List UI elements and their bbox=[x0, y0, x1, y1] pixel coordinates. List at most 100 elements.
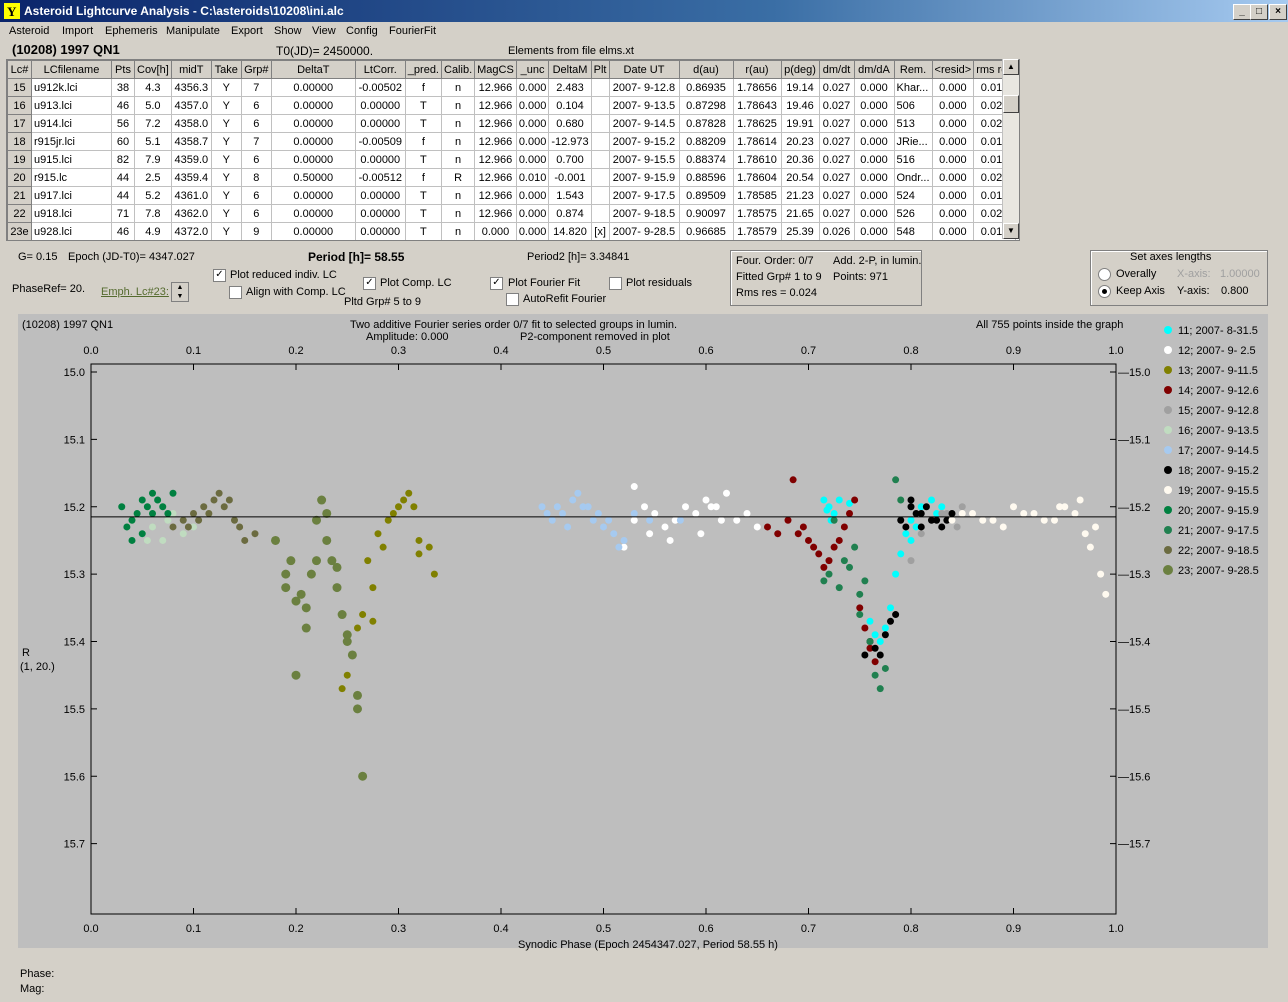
table-cell[interactable]: 2007- 9-13.5 bbox=[608, 96, 680, 115]
table-row[interactable]: 18 r915jr.lci 60 5.1 4358.7 Y 7 0.00000 -0.00509… bbox=[7, 132, 1016, 151]
table-cell[interactable] bbox=[590, 114, 610, 133]
table-cell[interactable]: 21 bbox=[7, 186, 32, 205]
column-header[interactable]: Lc# bbox=[7, 60, 32, 79]
table-cell[interactable]: 7.2 bbox=[134, 114, 172, 133]
table-cell[interactable]: 0.00000 bbox=[354, 204, 406, 223]
table-cell[interactable]: T bbox=[404, 150, 443, 169]
table-cell[interactable]: -0.00509 bbox=[354, 132, 406, 151]
table-cell[interactable]: u915.lci bbox=[31, 150, 112, 169]
table-cell[interactable]: T bbox=[404, 204, 443, 223]
maximize-button[interactable]: □ bbox=[1250, 4, 1268, 20]
table-cell[interactable]: 0.00000 bbox=[354, 150, 406, 169]
plot-panel[interactable]: 0.0 0.0 0.1 0.1 0.2 0.2 0.3 0.3 0.4 0.4 0.5 0.5 0.6 0… bbox=[18, 314, 1268, 951]
column-header[interactable]: DeltaT bbox=[270, 60, 356, 79]
table-cell[interactable] bbox=[590, 186, 610, 205]
table-cell[interactable]: 0.50000 bbox=[270, 168, 356, 187]
table-cell[interactable]: -0.00512 bbox=[354, 168, 406, 187]
table-cell[interactable]: 0.000 bbox=[853, 132, 895, 151]
table-cell[interactable]: 1.78575 bbox=[732, 204, 782, 223]
scroll-thumb[interactable] bbox=[1003, 95, 1019, 113]
menu-ephemeris[interactable]: Ephemeris bbox=[105, 25, 158, 37]
table-cell[interactable] bbox=[590, 132, 610, 151]
table-cell[interactable]: n bbox=[440, 150, 476, 169]
table-cell[interactable]: 2007- 9-15.5 bbox=[608, 150, 680, 169]
table-cell[interactable]: 0.000 bbox=[853, 222, 895, 240]
table-cell[interactable]: n bbox=[440, 204, 476, 223]
table-cell[interactable]: 0.000 bbox=[515, 132, 550, 151]
column-header[interactable]: Date UT bbox=[608, 60, 680, 79]
column-header[interactable]: _pred. bbox=[404, 60, 443, 79]
table-cell[interactable]: -0.00502 bbox=[354, 78, 406, 97]
table-cell[interactable]: -0.001 bbox=[548, 168, 592, 187]
menu-config[interactable]: Config bbox=[346, 25, 378, 37]
table-cell[interactable]: Y bbox=[210, 96, 242, 115]
table-cell[interactable]: 2007- 9-12.8 bbox=[608, 78, 680, 97]
table-cell[interactable] bbox=[590, 204, 610, 223]
table-cell[interactable]: 0.000 bbox=[515, 204, 550, 223]
table-row[interactable]: 20 r915.lc 44 2.5 4359.4 Y 8 0.50000 -0.00512 f R 1… bbox=[7, 168, 1016, 187]
table-cell[interactable]: 1.78614 bbox=[732, 132, 782, 151]
table-cell[interactable]: 2.5 bbox=[134, 168, 172, 187]
table-cell[interactable]: Y bbox=[210, 132, 242, 151]
table-cell[interactable]: 0.89509 bbox=[678, 186, 734, 205]
table-cell[interactable]: Khar... bbox=[893, 78, 933, 97]
table-cell[interactable]: 21.65 bbox=[780, 204, 820, 223]
table-cell[interactable]: 2.483 bbox=[548, 78, 592, 97]
table-cell[interactable]: 2007- 9-17.5 bbox=[608, 186, 680, 205]
table-cell[interactable]: 0.680 bbox=[548, 114, 592, 133]
table-cell[interactable]: u917.lci bbox=[31, 186, 112, 205]
table-cell[interactable]: Ondr... bbox=[893, 168, 933, 187]
table-cell[interactable]: 8 bbox=[240, 168, 272, 187]
table-cell[interactable]: 0.00000 bbox=[354, 114, 406, 133]
table-cell[interactable]: 6 bbox=[240, 204, 272, 223]
autorefit-checkbox[interactable] bbox=[506, 293, 519, 306]
column-header[interactable]: _unc bbox=[515, 60, 550, 79]
table-cell[interactable]: 2007- 9-15.9 bbox=[608, 168, 680, 187]
table-cell[interactable]: 20.23 bbox=[780, 132, 820, 151]
table-cell[interactable]: 4356.3 bbox=[170, 78, 212, 97]
table-cell[interactable]: 0.00000 bbox=[354, 96, 406, 115]
column-header[interactable]: Cov[h] bbox=[134, 60, 172, 79]
table-cell[interactable] bbox=[590, 150, 610, 169]
table-cell[interactable]: 0.027 bbox=[818, 150, 855, 169]
table-cell[interactable]: 0.00000 bbox=[270, 222, 356, 240]
table-cell[interactable]: [x] bbox=[590, 222, 610, 240]
table-cell[interactable]: 0.027 bbox=[818, 78, 855, 97]
close-button[interactable]: × bbox=[1269, 4, 1287, 20]
overally-radio[interactable] bbox=[1098, 268, 1111, 281]
table-cell[interactable]: 0.87828 bbox=[678, 114, 734, 133]
table-cell[interactable]: 0.026 bbox=[818, 222, 855, 240]
table-cell[interactable]: 12.966 bbox=[474, 114, 517, 133]
table-cell[interactable]: 0.88209 bbox=[678, 132, 734, 151]
table-cell[interactable]: 25.39 bbox=[780, 222, 820, 240]
table-cell[interactable]: 2007- 9-18.5 bbox=[608, 204, 680, 223]
table-cell[interactable]: 7 bbox=[240, 132, 272, 151]
menu-manipulate[interactable]: Manipulate bbox=[166, 25, 220, 37]
table-cell[interactable]: u918.lci bbox=[31, 204, 112, 223]
column-header[interactable]: p(deg) bbox=[780, 60, 820, 79]
table-cell[interactable]: 44 bbox=[111, 186, 135, 205]
column-header[interactable]: LtCorr. bbox=[354, 60, 406, 79]
table-cell[interactable]: 0.000 bbox=[853, 96, 895, 115]
menu-view[interactable]: View bbox=[312, 25, 336, 37]
table-cell[interactable]: n bbox=[440, 114, 476, 133]
table-cell[interactable]: 4359.4 bbox=[170, 168, 212, 187]
align-comp-checkbox[interactable] bbox=[229, 286, 242, 299]
table-cell[interactable]: 7.9 bbox=[134, 150, 172, 169]
table-cell[interactable]: 12.966 bbox=[474, 78, 517, 97]
table-cell[interactable]: 20.36 bbox=[780, 150, 820, 169]
column-header[interactable]: Plt bbox=[590, 60, 610, 79]
column-header[interactable]: LCfilename bbox=[31, 60, 112, 79]
table-cell[interactable]: 5.1 bbox=[134, 132, 172, 151]
table-cell[interactable]: 1.78610 bbox=[732, 150, 782, 169]
table-cell[interactable]: 0.000 bbox=[931, 150, 975, 169]
table-cell[interactable] bbox=[590, 78, 610, 97]
column-header[interactable]: r(au) bbox=[732, 60, 782, 79]
table-cell[interactable]: u928.lci bbox=[31, 222, 112, 240]
table-cell[interactable]: 60 bbox=[111, 132, 135, 151]
table-cell[interactable]: R bbox=[440, 168, 476, 187]
column-header[interactable]: dm/dA bbox=[853, 60, 895, 79]
